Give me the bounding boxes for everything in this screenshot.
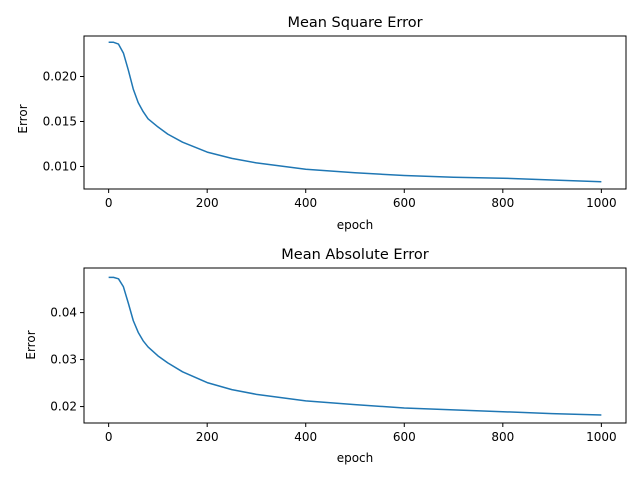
mse-xtick-label: 1000 (586, 196, 617, 210)
mse-ytick-label: 0.015 (43, 115, 77, 129)
mae-xtick-label: 600 (393, 430, 416, 444)
mae-series-line (108, 276, 602, 416)
mae-ytick-label: 0.04 (50, 306, 77, 320)
mse-xtick-label: 400 (294, 196, 317, 210)
mae-axes-frame (83, 267, 627, 424)
mse-xticks: 0 200 400 600 800 1000 (105, 189, 617, 210)
mae-yticks: 0.02 0.03 0.04 (50, 306, 84, 414)
mse-title: Mean Square Error (287, 15, 422, 31)
mse-xtick-label: 600 (393, 196, 416, 210)
mae-subplot: Mean Absolute Error epoch Error 0 200 400 6… (24, 247, 627, 465)
mse-ytick-label: 0.020 (43, 70, 77, 84)
mse-yticks: 0.010 0.015 0.020 (43, 70, 84, 174)
mse-axes-frame (83, 35, 627, 190)
mse-xtick-label: 0 (105, 196, 113, 210)
mae-xlabel: epoch (337, 451, 374, 465)
mse-ytick-label: 0.010 (43, 160, 77, 174)
mae-xtick-label: 800 (491, 430, 514, 444)
mse-ylabel: Error (16, 104, 30, 133)
mse-xtick-label: 200 (196, 196, 219, 210)
mse-series-line (108, 41, 602, 183)
mse-xlabel: epoch (337, 218, 374, 232)
mae-xtick-label: 200 (196, 430, 219, 444)
mae-ytick-label: 0.02 (50, 400, 77, 414)
mae-xtick-label: 1000 (586, 430, 617, 444)
mae-xtick-label: 0 (105, 430, 113, 444)
mae-xtick-label: 400 (294, 430, 317, 444)
mse-xtick-label: 800 (491, 196, 514, 210)
mae-xticks: 0 200 400 600 800 1000 (105, 423, 617, 444)
mae-ytick-label: 0.03 (50, 353, 77, 367)
mae-title: Mean Absolute Error (281, 247, 428, 263)
mae-ylabel: Error (24, 330, 38, 359)
mse-subplot: Mean Square Error epoch Error 0 200 400 600… (16, 15, 627, 232)
